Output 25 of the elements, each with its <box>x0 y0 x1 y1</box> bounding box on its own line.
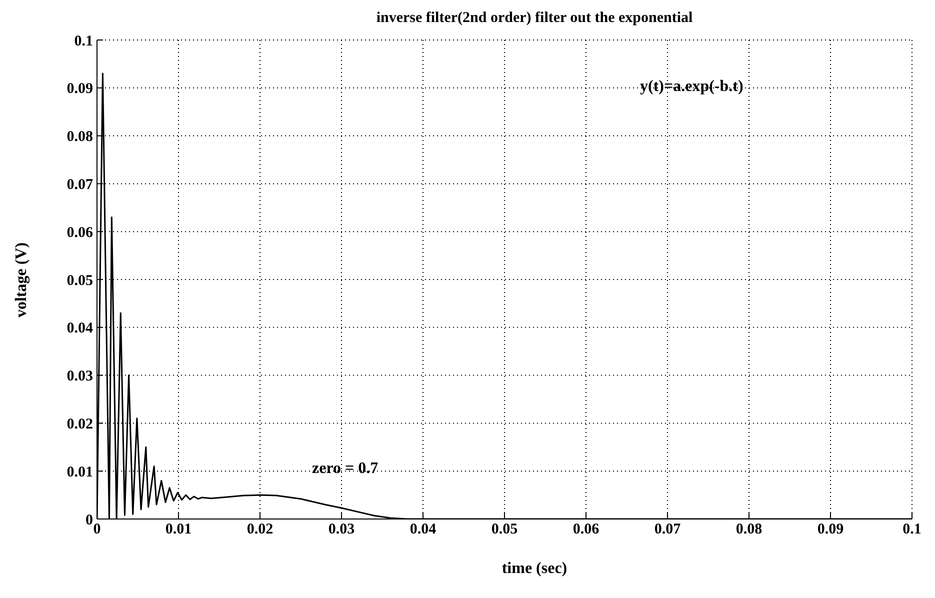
y-tick-label: 0.01 <box>66 464 93 480</box>
y-tick-label: 0.07 <box>66 177 94 194</box>
x-tick-label: 0.07 <box>654 522 682 538</box>
y-tick-label: 0.06 <box>66 224 94 241</box>
x-tick-label: 0.05 <box>491 522 518 538</box>
y-tick-label: 0.03 <box>66 368 93 385</box>
x-tick-label: 0.02 <box>246 522 274 538</box>
x-tick-label: 0.06 <box>572 522 600 538</box>
x-tick-label: 0.03 <box>328 522 355 538</box>
y-tick-label: 0.05 <box>66 272 93 289</box>
annotation: y(t)=a.exp(-b.t) <box>640 78 744 96</box>
y-tick-label: 0.04 <box>66 320 94 337</box>
y-tick-label: 0.08 <box>66 129 93 146</box>
y-tick-label: 0.09 <box>66 81 93 98</box>
chart-title: inverse filter(2nd order) filter out the exponential <box>375 10 694 27</box>
x-tick-label: 0.1 <box>902 522 922 538</box>
y-tick-label: 0.1 <box>74 33 93 50</box>
x-tick-label: 0.04 <box>410 522 437 538</box>
y-axis-title: voltage (V) <box>13 242 31 318</box>
x-tick-label: 0.08 <box>736 522 762 538</box>
annotation: zero = 0.7 <box>312 460 378 478</box>
y-tick-label: 0.02 <box>66 416 93 433</box>
x-axis-title: time (sec) <box>500 560 568 578</box>
x-tick-label: 0.09 <box>817 522 844 538</box>
x-tick-label: 0.01 <box>165 522 192 538</box>
